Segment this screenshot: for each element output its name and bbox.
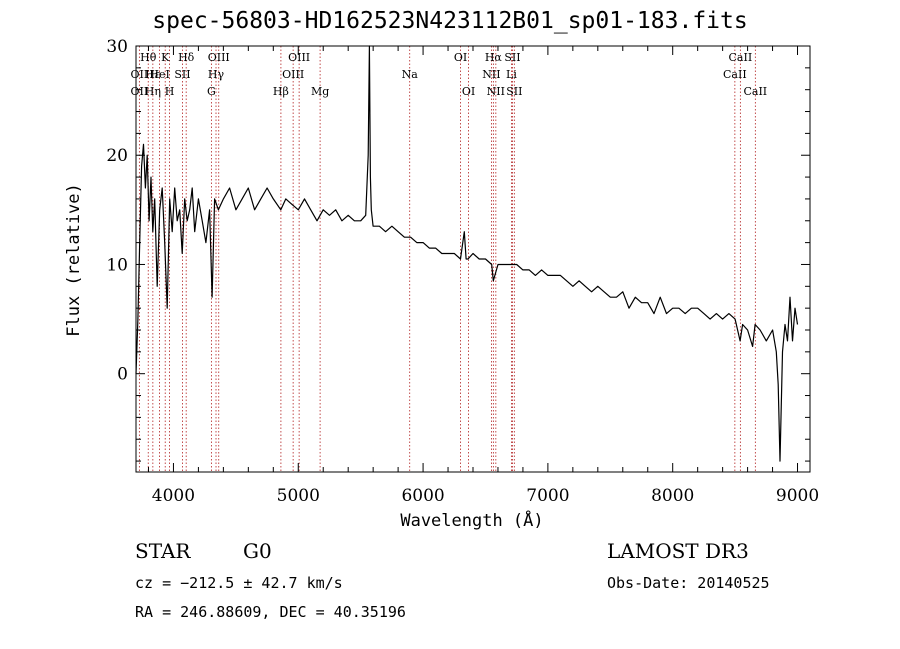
x-tick-label: 4000 [152,486,195,506]
marker-label: SII [504,51,520,64]
chart-title: spec-56803-HD162523N423112B01_sp01-183.f… [152,8,748,34]
redshift-cz: cz = −212.5 ± 42.7 km/s [135,574,343,592]
marker-label: Hθ [140,51,157,64]
marker-label: K [161,51,170,64]
y-tick-label: 30 [106,37,128,57]
marker-label: OI [454,51,467,64]
marker-lines-group [138,46,756,472]
marker-label: Hδ [178,51,195,64]
marker-label: NII [487,85,505,98]
y-tick-label: 0 [117,365,128,385]
marker-label: HeI [149,68,169,81]
marker-label: OIII [282,68,304,81]
marker-label: CaII [723,68,747,81]
marker-label: H [165,85,175,98]
marker-label: Hγ [208,68,225,81]
survey-name: LAMOST DR3 [607,539,749,563]
x-tick-label: 9000 [776,486,819,506]
x-axis-label: Wavelength (Å) [400,511,544,531]
marker-label: Na [402,68,419,81]
marker-label: Hε [145,68,161,81]
marker-label: OI [462,85,475,98]
marker-label: OIII [288,51,310,64]
marker-label: Hα [485,51,503,64]
y-tick-label: 10 [106,255,128,275]
plot-frame [135,45,811,473]
marker-label: OII [131,68,149,81]
marker-label: CaII [729,51,753,64]
marker-label: CaII [743,85,767,98]
object-subclass: G0 [243,539,272,563]
y-tick-label: 20 [106,146,128,166]
marker-label: Li [506,68,517,81]
marker-label: SII [506,85,522,98]
marker-label: Mg [311,85,329,98]
spectrum-series-line [135,45,799,462]
marker-label: OII [131,85,149,98]
marker-label: NII [482,68,500,81]
x-tick-label: 8000 [651,486,694,506]
axis-ticks-group: 4000 5000 6000 7000 8000 9000 0 10 20 30 [106,37,819,506]
marker-label: Hβ [273,85,289,98]
x-tick-label: 7000 [526,486,569,506]
marker-label: G [207,85,216,98]
observation-date: Obs-Date: 20140525 [607,574,770,592]
sky-coordinates: RA = 246.88609, DEC = 40.35196 [135,603,406,621]
object-class: STAR [135,539,191,563]
marker-label: OIII [208,51,230,64]
x-tick-label: 5000 [277,486,320,506]
y-axis-label: Flux (relative) [64,183,84,337]
x-tick-label: 6000 [401,486,444,506]
marker-label: SII [174,68,190,81]
marker-label: Hη [145,85,161,98]
